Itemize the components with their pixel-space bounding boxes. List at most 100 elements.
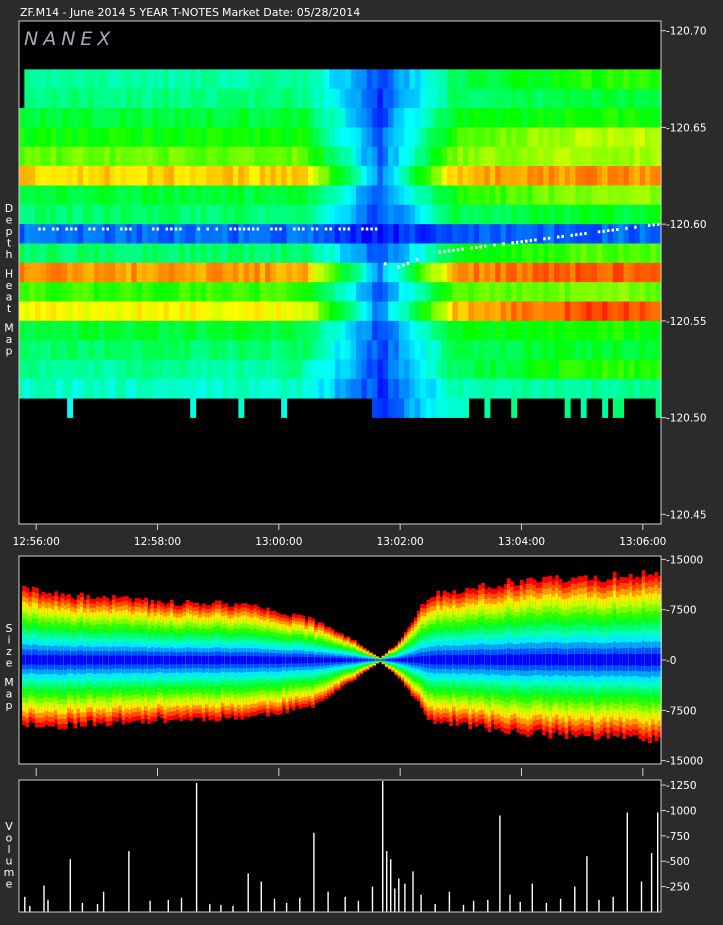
size-band [519,654,524,666]
heatmap-cell [211,108,218,128]
heatmap-cell [436,224,443,244]
size-band [121,655,126,665]
heatmap-cell [527,127,534,148]
heatmap-cell [628,359,635,380]
heatmap-cell [463,166,469,186]
heatmap-cell [420,359,427,380]
heatmap-cell [147,301,154,322]
heatmap-cell [99,301,106,322]
heatmap-cell [259,185,266,206]
heatmap-cell [35,185,41,206]
heatmap-cell [570,378,576,399]
price-trail-mark [456,248,460,252]
heatmap-cell [570,69,576,90]
heatmap-cell [302,340,309,360]
heatmap-cell [602,359,609,380]
price-trail-mark [570,233,573,237]
heatmap-cell [447,320,453,341]
heatmap-cell [559,88,566,109]
heatmap-cell [61,320,68,341]
heatmap-cell [463,127,469,148]
heatmap-cell [19,378,25,399]
heatmap-cell [72,301,79,322]
price-trail-mark [443,250,446,253]
heatmap-cell [564,243,571,264]
heatmap-cell [238,243,245,264]
size-band [105,655,110,665]
heatmap-cell [372,340,379,360]
heatmap-cell [644,204,651,225]
heatmap-cell [655,224,662,244]
heatmap-cell [500,359,507,380]
size-band [279,656,283,664]
heatmap-cell [457,69,464,90]
heatmap-cell [323,359,330,380]
heatmap-cell [548,185,555,206]
heatmap-cell [628,340,635,360]
price-trail-mark [65,227,68,231]
heatmap-cell [575,69,582,90]
heatmap-cell [297,204,304,225]
heatmap-cell [377,166,384,186]
heatmap-cell [109,340,116,360]
heatmap-cell [35,359,41,380]
heatmap-cell [537,378,544,399]
heatmap-cell [393,69,400,90]
y-title-letter: e [6,214,13,227]
heatmap-cell [430,69,437,90]
heatmap-cell [291,262,298,283]
heatmap-cell [29,166,36,186]
heatmap-cell [340,282,346,302]
heatmap-cell [457,88,464,109]
heatmap-cell [88,185,95,206]
heatmap-cell [195,204,202,225]
heatmap-cell [158,262,165,283]
heatmap-cell [505,88,512,109]
heatmap-cell [334,320,341,341]
heatmap-cell [607,359,614,380]
heatmap-cell [249,224,255,244]
heatmap-cell [516,301,523,322]
heatmap-cell [511,282,518,302]
heatmap-cell [505,146,512,167]
heatmap-cell [152,108,159,128]
heatmap-cell [334,262,341,283]
heatmap-cell [634,378,641,399]
heatmap-cell [340,243,346,264]
heatmap-cell [206,340,213,360]
heatmap-cell [650,166,657,186]
heatmap-cell [388,204,395,225]
heatmap-cell [655,398,662,418]
size-band [532,654,537,666]
heatmap-cell [222,69,229,90]
heatmap-cell [323,262,330,283]
price-trail-mark [657,222,660,226]
size-band [397,658,402,662]
heatmap-cell [254,262,261,283]
size-band [79,655,84,665]
size-band [176,656,181,665]
heatmap-cell [275,185,282,206]
heatmap-cell [200,166,207,186]
heatmap-cell [61,108,68,128]
heatmap-cell [500,146,507,167]
heatmap-cell [495,320,502,341]
heatmap-cell [179,243,186,264]
heatmap-cell [543,224,550,244]
heatmap-cell [297,146,304,167]
heatmap-cell [484,340,491,360]
heatmap-cell [265,320,272,341]
heatmap-cell [596,301,603,322]
heatmap-cell [602,243,609,264]
heatmap-cell [570,301,576,322]
size-band [211,655,216,665]
heatmap-cell [623,127,630,148]
heatmap-cell [281,301,288,322]
heatmap-cell [329,359,336,380]
heatmap-cell [543,127,550,148]
heatmap-cell [602,108,609,128]
heatmap-cell [377,204,384,225]
size-band [173,656,177,665]
heatmap-cell [93,262,100,283]
heatmap-cell [227,88,234,109]
